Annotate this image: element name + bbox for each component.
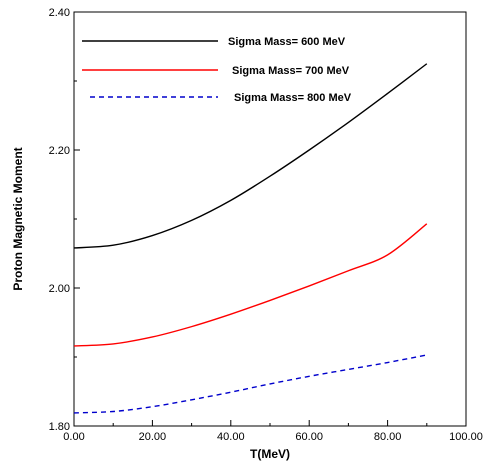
x-axis-title: T(MeV) (250, 447, 290, 461)
series-line-3 (73, 354, 427, 414)
y-axis-ticks: 1.80 2.00 2.20 2.40 (49, 7, 80, 433)
legend-label-2: Sigma Mass= 700 MeV (232, 65, 350, 77)
y-tick-label: 2.40 (49, 7, 70, 19)
x-tick-label: 80.00 (374, 431, 402, 443)
y-tick-label: 1.80 (49, 421, 70, 433)
series-line-2 (73, 223, 428, 347)
x-tick-label: 20.00 (139, 431, 167, 443)
y-tick-label: 2.00 (49, 283, 70, 295)
x-tick-label: 100.00 (449, 431, 483, 443)
legend: Sigma Mass= 600 MeV Sigma Mass= 700 MeV Si… (82, 36, 352, 104)
legend-label-1: Sigma Mass= 600 MeV (228, 36, 346, 48)
y-axis-title: Proton Magnetic Moment (11, 147, 25, 290)
x-tick-label: 40.00 (217, 431, 245, 443)
y-tick-label: 2.20 (49, 145, 70, 157)
x-tick-label: 60.00 (295, 431, 323, 443)
plot-area: 0.00 20.00 40.00 60.00 80.00 100.00 1.80 2.00 2… (49, 7, 483, 443)
legend-label-3: Sigma Mass= 800 MeV (234, 92, 352, 104)
series-lines (73, 63, 428, 414)
series-line-1 (73, 63, 428, 249)
x-axis-ticks: 0.00 20.00 40.00 60.00 80.00 100.00 (63, 420, 483, 443)
x-tick-label: 0.00 (63, 431, 84, 443)
